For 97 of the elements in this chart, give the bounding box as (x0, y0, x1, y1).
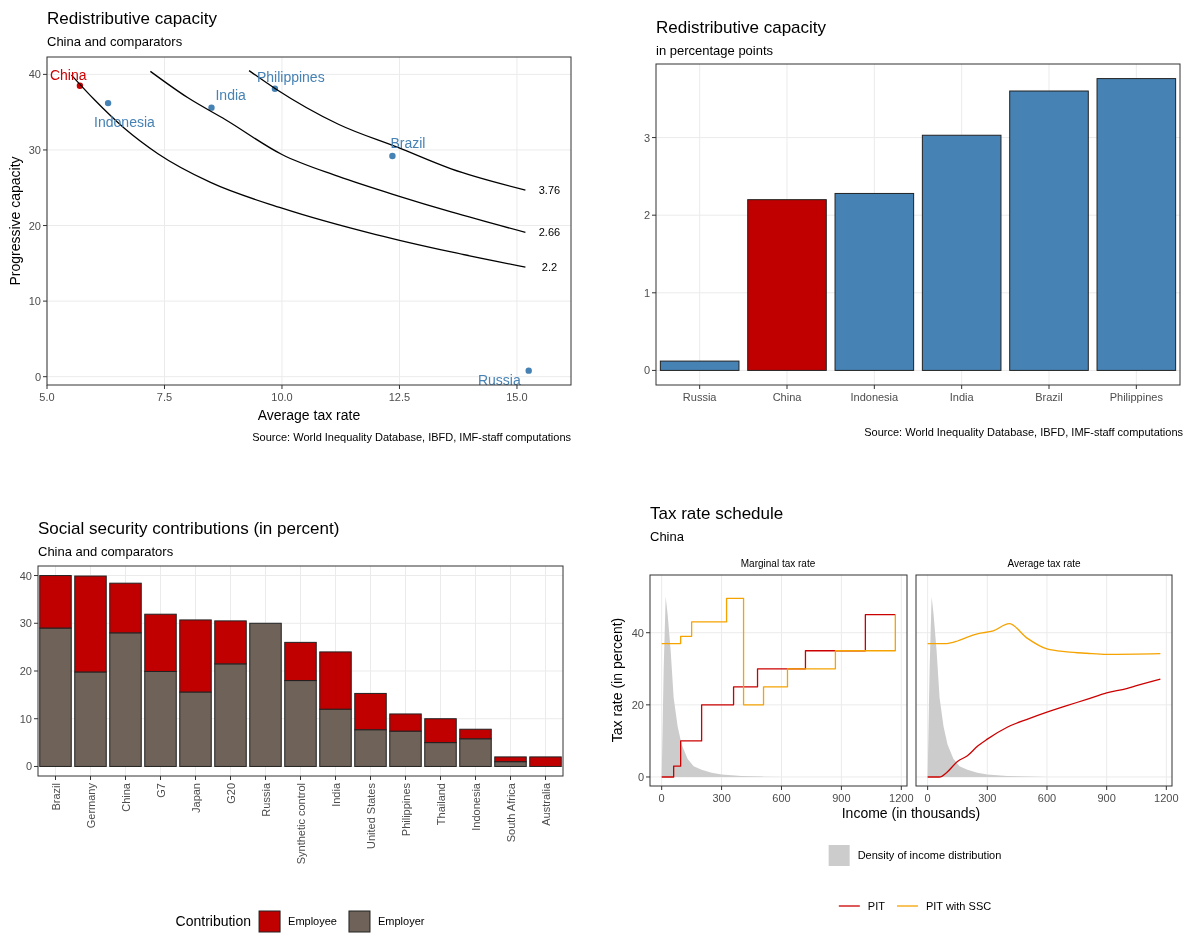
bar (747, 199, 827, 371)
point (389, 152, 396, 160)
series-label: Russia (477, 371, 521, 388)
x-tick-label: 600 (1037, 792, 1057, 804)
bar (249, 622, 282, 767)
x-tick-label: Brazil (49, 783, 62, 811)
series-label: Philippines (256, 68, 325, 85)
y-axis-title: Progressive capacity (7, 156, 23, 286)
x-tick-label: Philippines (1109, 391, 1164, 403)
y-tick-label: 0 (25, 760, 32, 773)
x-tick-label: G7 (154, 783, 167, 798)
y-tick-label: 20 (631, 698, 644, 711)
x-tick-label: 10.0 (271, 391, 293, 403)
x-tick-label: 7.5 (156, 391, 173, 403)
y-tick-label: 10 (19, 712, 32, 725)
series-label: India (215, 86, 247, 103)
x-tick-label: 900 (1097, 792, 1116, 804)
x-tick-label: 12.5 (388, 391, 411, 403)
chart-subtitle: China and comparators (38, 544, 174, 559)
chart-title: Average tax rate (1007, 558, 1082, 569)
x-tick-label: China (119, 782, 132, 812)
legend-label: Density of income distribution (857, 849, 1002, 861)
y-tick-label: 20 (28, 219, 41, 232)
bar (1096, 78, 1177, 371)
x-tick-label: 600 (772, 792, 791, 804)
x-tick-label: 0 (658, 792, 665, 804)
x-tick-label: Synthetic control (294, 783, 307, 865)
y-tick-label: 0 (34, 370, 41, 383)
y-tick-label: 20 (19, 665, 32, 677)
point (208, 104, 215, 111)
y-tick-label: 10 (28, 295, 41, 308)
series-label: China (49, 66, 87, 83)
x-tick-label: Russia (259, 782, 272, 817)
point (104, 99, 112, 107)
chart-title: Tax rate schedule (650, 504, 784, 523)
y-tick-label: 40 (19, 569, 32, 582)
y-tick-label: 30 (28, 143, 41, 156)
x-tick-label: 300 (978, 792, 997, 804)
y-tick-label: 1 (643, 286, 650, 299)
y-tick-label: 0 (643, 364, 650, 377)
bar (921, 134, 1002, 371)
chart-title: Redistributive capacity (47, 9, 218, 28)
y-tick-label: 40 (28, 68, 41, 81)
x-tick-label: Germany (84, 782, 97, 829)
x-tick-label: China (772, 391, 803, 403)
x-tick-label: India (949, 391, 975, 403)
bar (494, 756, 527, 763)
source-note: Source: World Inequality Database, IBFD, IMF-staff computations (252, 431, 572, 443)
point (525, 367, 532, 374)
y-tick-label: 2 (643, 209, 650, 222)
series-label: 3.76 (538, 184, 561, 197)
legend-title: Contribution (175, 913, 252, 929)
bar (834, 192, 915, 371)
x-tick-label: 5.0 (39, 391, 55, 403)
x-axis-title: Income (in thousands) (841, 805, 981, 821)
x-tick-label: 300 (712, 792, 731, 804)
x-tick-label: Russia (682, 391, 718, 403)
chart-subtitle: China (650, 529, 685, 544)
x-tick-label: Australia (539, 782, 552, 826)
x-tick-label: 1200 (889, 792, 914, 804)
x-axis-title: Average tax rate (257, 407, 361, 423)
x-tick-label: India (329, 782, 342, 807)
x-tick-label: South Africa (504, 782, 517, 843)
chart-title: Social security contributions (in percent) (38, 519, 340, 538)
source-note: Source: World Inequality Database, IBFD, IMF-staff computations (864, 426, 1184, 438)
legend-label: PIT with SSC (925, 900, 992, 912)
legend-label: Employee (288, 915, 337, 927)
series-label: 2.66 (538, 226, 561, 239)
x-tick-label: 900 (832, 792, 851, 804)
chart-subtitle: in percentage points (656, 43, 774, 58)
y-tick-label: 0 (637, 770, 644, 783)
text: Marginal tax rate (740, 558, 816, 569)
y-axis-title: Tax rate (in percent) (609, 617, 625, 743)
x-tick-label: Japan (189, 783, 202, 813)
x-tick-label: United States (364, 782, 377, 850)
bar (1009, 90, 1089, 371)
legend-label: PIT (867, 900, 886, 912)
y-tick-label: 30 (19, 617, 32, 630)
x-tick-label: 0 (924, 792, 931, 804)
x-tick-label: G20 (224, 783, 237, 804)
bar (529, 756, 562, 767)
x-tick-label: 1200 (1154, 792, 1179, 804)
x-tick-label: Philippines (399, 782, 412, 837)
chart-title: Redistributive capacity (656, 18, 827, 37)
y-tick-label: 3 (643, 131, 650, 144)
line-series (248, 69, 527, 191)
series-label: Brazil (390, 135, 426, 151)
y-tick-label: 40 (631, 626, 644, 639)
legend-label: Employer (377, 915, 425, 927)
chart-subtitle: China and comparators (47, 34, 183, 49)
x-tick-label: Thailand (434, 783, 447, 826)
series-label: 2.2 (541, 261, 558, 274)
x-tick-label: Brazil (1035, 391, 1063, 403)
x-tick-label: Indonesia (469, 782, 482, 831)
x-tick-label: 15.0 (506, 391, 528, 403)
bar (659, 360, 740, 371)
x-tick-label: Indonesia (850, 391, 900, 403)
